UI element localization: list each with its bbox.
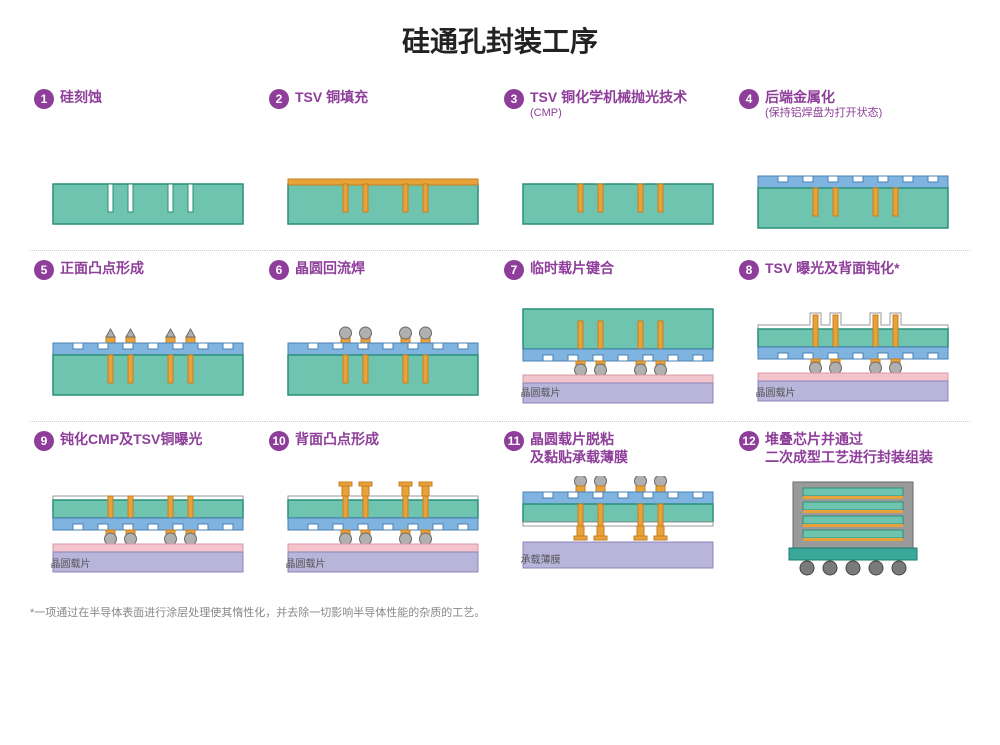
diagram-7: 晶圆载片 <box>513 305 723 405</box>
step-number: 4 <box>739 89 759 109</box>
step-title: 晶圆载片脱粘 及黏贴承载薄膜 <box>530 430 628 466</box>
footnote: *一项通过在半导体表面进行涂层处理使其惰性化，并去除一切影响半导体性能的杂质的工… <box>30 604 970 620</box>
carrier-label: 晶圆载片 <box>521 384 561 399</box>
step-6: 6 晶圆回流焊 <box>265 251 500 422</box>
step-1: 1 硅刻蚀 <box>30 80 265 251</box>
step-title: TSV 铜化学机械抛光技术 (CMP) <box>530 88 687 120</box>
step-9: 9 钝化CMP及TSV铜曝光 <box>30 422 265 592</box>
diagram-10: 晶圆载片 <box>278 476 488 576</box>
step-number: 3 <box>504 89 524 109</box>
diagram-6 <box>278 305 488 405</box>
step-title: 临时载片键合 <box>530 259 614 277</box>
step-number: 5 <box>34 260 54 280</box>
step-number: 10 <box>269 431 289 451</box>
step-10: 10 背面凸点形成 <box>265 422 500 592</box>
step-title: 硅刻蚀 <box>60 88 102 106</box>
step-title: 背面凸点形成 <box>295 430 379 448</box>
diagram-4 <box>748 134 958 234</box>
step-title: 堆叠芯片并通过 二次成型工艺进行封装组装 <box>765 430 933 466</box>
step-8: 8 TSV 曝光及背面钝化* <box>735 251 970 422</box>
diagram-12 <box>748 476 958 576</box>
step-title: 后端金属化 (保持铝焊盘为打开状态) <box>765 88 882 120</box>
step-5: 5 正面凸点形成 <box>30 251 265 422</box>
step-number: 6 <box>269 260 289 280</box>
step-2: 2 TSV 铜填充 <box>265 80 500 251</box>
step-number: 7 <box>504 260 524 280</box>
step-3: 3 TSV 铜化学机械抛光技术 (CMP) <box>500 80 735 251</box>
step-number: 8 <box>739 260 759 280</box>
carrier-label: 晶圆载片 <box>756 384 796 399</box>
step-number: 12 <box>739 431 759 451</box>
carrier-label: 晶圆载片 <box>51 555 91 570</box>
step-number: 1 <box>34 89 54 109</box>
step-number: 9 <box>34 431 54 451</box>
diagram-11: 承载薄膜 <box>513 476 723 576</box>
step-4: 4 后端金属化 (保持铝焊盘为打开状态) <box>735 80 970 251</box>
step-title: 正面凸点形成 <box>60 259 144 277</box>
diagram-8: 晶圆载片 <box>748 305 958 405</box>
step-title: TSV 铜填充 <box>295 88 368 106</box>
diagram-3 <box>513 134 723 234</box>
page-title: 硅通孔封装工序 <box>30 20 970 60</box>
diagram-2 <box>278 134 488 234</box>
diagram-9: 晶圆载片 <box>43 476 253 576</box>
carrier-label: 晶圆载片 <box>286 555 326 570</box>
step-7: 7 临时载片键合 <box>500 251 735 422</box>
step-11: 11 晶圆载片脱粘 及黏贴承载薄膜 <box>500 422 735 592</box>
diagram-1 <box>43 134 253 234</box>
film-label: 承载薄膜 <box>521 551 561 566</box>
step-number: 11 <box>504 431 524 451</box>
steps-grid: 1 硅刻蚀 2 TSV 铜填充 <box>30 80 970 592</box>
step-number: 2 <box>269 89 289 109</box>
step-title: 钝化CMP及TSV铜曝光 <box>60 430 202 448</box>
step-12: 12 堆叠芯片并通过 二次成型工艺进行封装组装 <box>735 422 970 592</box>
diagram-5 <box>43 305 253 405</box>
step-title: 晶圆回流焊 <box>295 259 365 277</box>
step-title: TSV 曝光及背面钝化* <box>765 259 900 277</box>
